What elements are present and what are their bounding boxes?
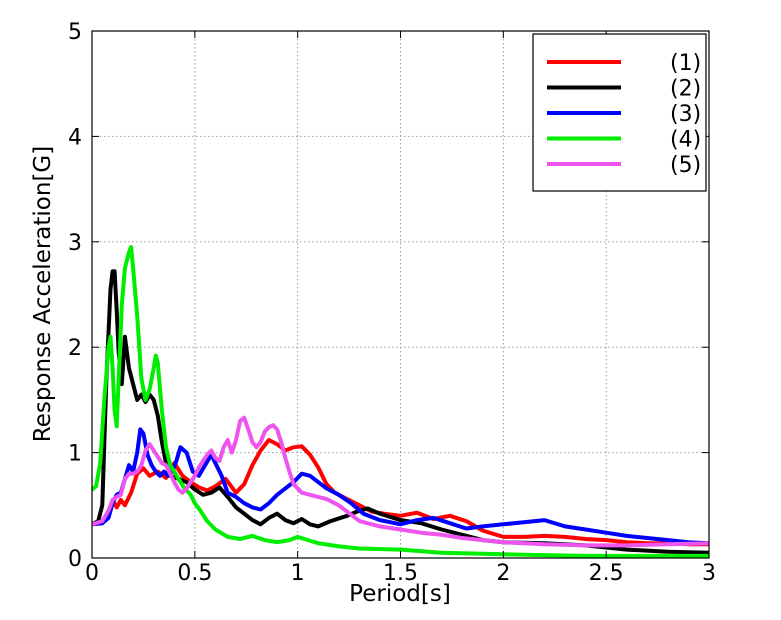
y-tick-label: 2 <box>68 336 82 361</box>
y-axis-title: Response Acceleration[G] <box>30 146 56 442</box>
y-tick-label: 5 <box>68 20 82 45</box>
y-tick-label: 4 <box>68 125 82 150</box>
legend: (1)(2)(3)(4)(5) <box>532 33 707 192</box>
x-tick-label: 0 <box>85 561 99 586</box>
x-tick-label: 1 <box>291 561 305 586</box>
series-line <box>92 245 709 558</box>
x-tick-label: 0.5 <box>177 561 212 586</box>
series-line <box>92 269 709 555</box>
legend-label: (4) <box>670 128 701 153</box>
x-tick-labels: 0 0.5 1 1.5 2 2.5 3 <box>85 561 716 586</box>
y-tick-labels: 0 1 2 3 4 5 <box>68 20 82 572</box>
y-tick-label: 3 <box>68 231 82 256</box>
grid-lines <box>92 31 709 558</box>
x-tick-label: 3 <box>702 561 716 586</box>
legend-label: (1) <box>670 51 701 76</box>
series-line <box>92 427 709 546</box>
series-line <box>92 415 709 548</box>
series-line <box>92 438 709 547</box>
legend-label: (5) <box>670 153 701 178</box>
x-tick-label: 2.5 <box>589 561 624 586</box>
y-tick-label: 0 <box>68 547 82 572</box>
x-tick-label: 1.5 <box>383 561 418 586</box>
x-axis-title: Period[s] <box>349 581 451 607</box>
legend-label: (2) <box>670 77 701 102</box>
x-tick-label: 2 <box>496 561 510 586</box>
y-tick-label: 1 <box>68 442 82 467</box>
legend-label: (3) <box>670 102 701 127</box>
tick-marks <box>91 30 710 559</box>
series-lines <box>92 245 709 558</box>
